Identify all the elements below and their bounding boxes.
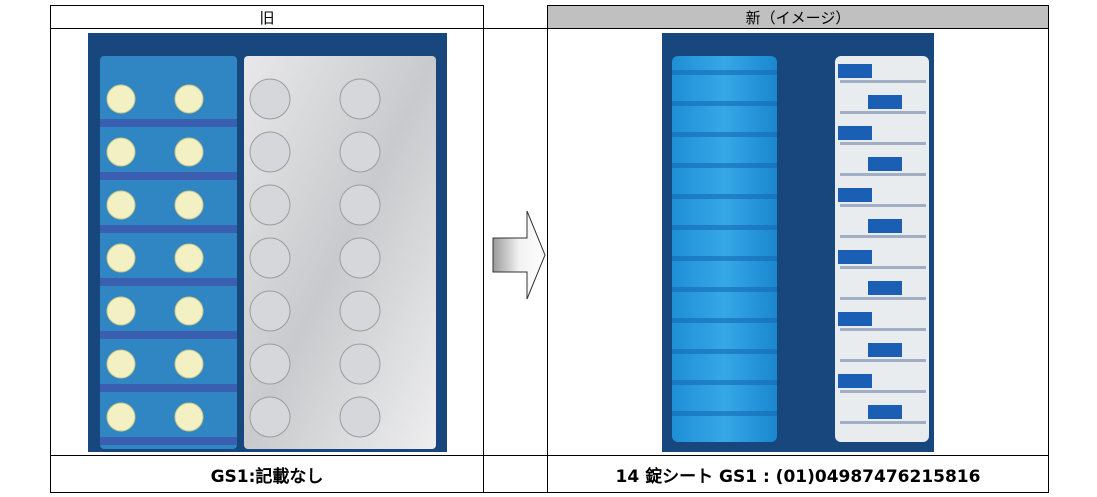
print-stripe bbox=[672, 318, 777, 323]
print-block bbox=[868, 219, 902, 233]
pill bbox=[106, 137, 136, 167]
print-stripe bbox=[672, 132, 777, 137]
foil-dome bbox=[249, 290, 291, 332]
print-block bbox=[838, 64, 872, 78]
print-stripe bbox=[672, 70, 777, 75]
blister-band bbox=[100, 278, 237, 286]
pill bbox=[174, 296, 204, 326]
pill bbox=[106, 84, 136, 114]
print-block bbox=[868, 157, 902, 171]
print-block bbox=[868, 281, 902, 295]
print-line bbox=[840, 204, 926, 207]
blister-band bbox=[100, 331, 237, 339]
footer-old: GS1:記載なし bbox=[210, 466, 324, 487]
print-stripe bbox=[672, 380, 777, 385]
print-line bbox=[840, 80, 926, 83]
foil-dome bbox=[249, 343, 291, 385]
blister-band bbox=[100, 172, 237, 180]
pill bbox=[174, 243, 204, 273]
old-blister-back bbox=[244, 56, 436, 449]
pill bbox=[106, 243, 136, 273]
blister-band bbox=[100, 384, 237, 392]
foil-dome bbox=[339, 78, 381, 120]
print-line bbox=[840, 173, 926, 176]
foil-dome bbox=[249, 78, 291, 120]
pill bbox=[106, 190, 136, 220]
new-print bbox=[672, 64, 926, 424]
foil-dome bbox=[339, 343, 381, 385]
print-line bbox=[840, 297, 926, 300]
print-line bbox=[840, 359, 926, 362]
pill bbox=[174, 349, 204, 379]
print-line bbox=[840, 235, 926, 238]
print-line bbox=[840, 266, 926, 269]
old-pills bbox=[100, 78, 381, 445]
foil-dome bbox=[249, 396, 291, 438]
blister-band bbox=[100, 225, 237, 233]
print-line bbox=[840, 142, 926, 145]
foil-dome bbox=[249, 131, 291, 173]
print-stripe bbox=[672, 225, 777, 230]
print-block bbox=[838, 126, 872, 140]
header-new: 新（イメージ） bbox=[745, 8, 851, 27]
foil-dome bbox=[249, 237, 291, 279]
arrow bbox=[492, 210, 546, 300]
foil-dome bbox=[339, 290, 381, 332]
foil-dome bbox=[249, 184, 291, 226]
blister-band bbox=[100, 119, 237, 127]
footer-new: 14 錠シート GS1 : (01)04987476215816 bbox=[615, 466, 981, 487]
print-stripe bbox=[672, 287, 777, 292]
pill bbox=[174, 137, 204, 167]
header-new-cell: 新（イメージ） bbox=[547, 5, 1049, 29]
foil-dome bbox=[339, 131, 381, 173]
print-stripe bbox=[672, 101, 777, 106]
pill bbox=[106, 296, 136, 326]
print-stripe bbox=[672, 349, 777, 354]
print-block bbox=[868, 405, 902, 419]
print-stripe bbox=[672, 194, 777, 199]
print-line bbox=[840, 421, 926, 424]
print-stripe bbox=[672, 411, 777, 416]
pill bbox=[106, 402, 136, 432]
print-stripe bbox=[672, 163, 777, 168]
print-line bbox=[840, 390, 926, 393]
pill bbox=[174, 402, 204, 432]
print-line bbox=[840, 328, 926, 331]
foil-dome bbox=[339, 184, 381, 226]
new-blister-front bbox=[672, 56, 777, 442]
print-block bbox=[868, 343, 902, 357]
new-blister-back bbox=[835, 56, 929, 442]
header-old: 旧 bbox=[259, 8, 275, 27]
blister-band bbox=[100, 437, 237, 445]
print-block bbox=[838, 312, 872, 326]
pill bbox=[106, 349, 136, 379]
print-block bbox=[868, 95, 902, 109]
print-block bbox=[838, 188, 872, 202]
print-block bbox=[838, 250, 872, 264]
footer-new-cell: 14 錠シート GS1 : (01)04987476215816 bbox=[547, 455, 1049, 493]
pill bbox=[174, 84, 204, 114]
foil-dome bbox=[339, 237, 381, 279]
foil-dome bbox=[339, 396, 381, 438]
print-block bbox=[838, 374, 872, 388]
pill bbox=[174, 190, 204, 220]
print-stripe bbox=[672, 256, 777, 261]
print-line bbox=[840, 111, 926, 114]
